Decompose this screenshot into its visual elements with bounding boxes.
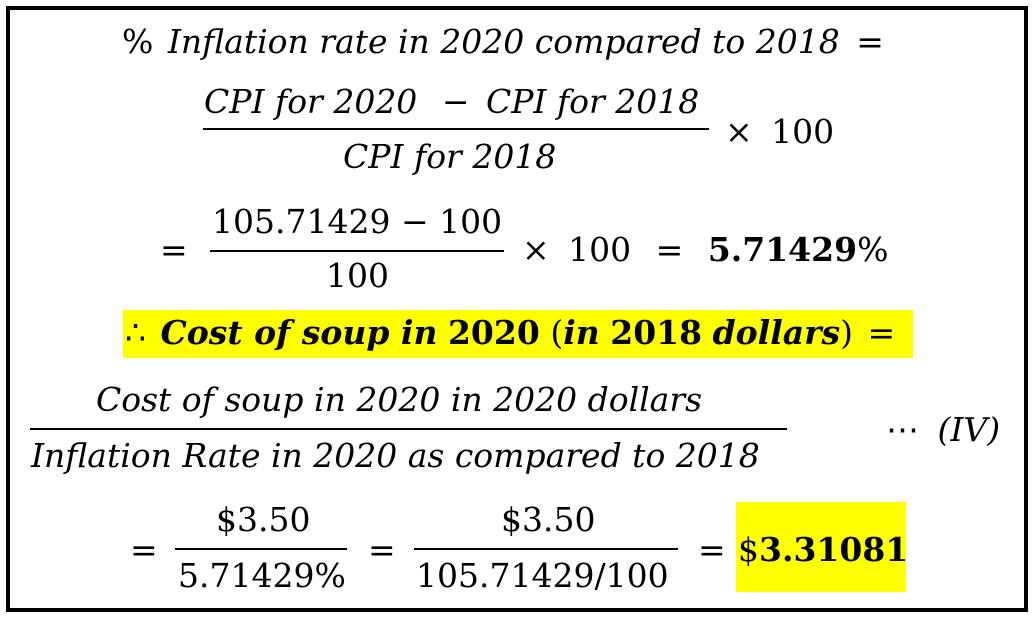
result-value: 3.31081 bbox=[759, 530, 909, 569]
inflation-rate-heading: % Inflation rate in 2020 compared to 201… bbox=[122, 22, 884, 61]
inflation-rate-text: Inflation rate in 2020 compared to 2018 bbox=[167, 22, 840, 61]
year-2020: 2020 bbox=[447, 313, 540, 352]
line3-numerator: 105.71429 − 100 bbox=[212, 202, 503, 241]
line3-fraction-bar bbox=[210, 250, 504, 252]
equals-sign: = bbox=[867, 313, 896, 352]
dollar-sign: $ bbox=[738, 530, 759, 569]
inflation-result: 5.71429 bbox=[707, 230, 858, 269]
cpi-fraction-bar bbox=[203, 128, 709, 130]
times-100: × 100 bbox=[725, 112, 834, 151]
cost-heading: ∴ Cost of soup in 2020 (in 2018 dollars)… bbox=[125, 313, 895, 352]
equation-number: (IV) bbox=[937, 410, 1001, 449]
paren-open: ( bbox=[550, 313, 564, 352]
equals-sign-1: = bbox=[130, 530, 158, 569]
equals-sign-3: = bbox=[698, 530, 726, 569]
hundred-value: 100 bbox=[568, 230, 632, 269]
percent-sign: % bbox=[857, 230, 889, 269]
cpi-denominator: CPI for 2018 bbox=[343, 137, 557, 176]
times-sign: × bbox=[522, 230, 550, 269]
line3-times-100: × 100 = 5.71429% bbox=[522, 230, 888, 269]
equals-sign-2: = bbox=[368, 530, 396, 569]
equals-sign-line3: = bbox=[160, 230, 188, 269]
result-highlight bbox=[736, 502, 906, 592]
formula-iv-label: ⋯ (IV) bbox=[886, 410, 1000, 449]
times-sign: × bbox=[725, 112, 753, 151]
fraction2-denominator: 105.71429/100 bbox=[416, 556, 669, 595]
in-text: in bbox=[563, 313, 600, 352]
paren-close: ) bbox=[840, 313, 853, 352]
final-result: $3.31081 bbox=[738, 530, 908, 569]
cpi-2018-term: CPI for 2018 bbox=[485, 82, 700, 121]
fraction2-bar bbox=[414, 548, 678, 550]
fraction2-numerator: $3.50 bbox=[501, 500, 596, 539]
cost-heading-highlight bbox=[123, 310, 913, 358]
cpi-numerator: CPI for 2020 − CPI for 2018 bbox=[204, 82, 699, 121]
percent-sign: % bbox=[122, 22, 154, 61]
fraction1-denominator: 5.71429% bbox=[178, 556, 346, 595]
formula-iv-fraction-bar bbox=[30, 428, 787, 430]
therefore-sign: ∴ bbox=[125, 313, 146, 352]
formula-iv-denominator: Inflation Rate in 2020 as compared to 20… bbox=[31, 436, 760, 475]
equals-sign: = bbox=[856, 22, 884, 61]
formula-iv-numerator: Cost of soup in 2020 in 2020 dollars bbox=[96, 380, 703, 419]
equation-frame bbox=[6, 6, 1028, 612]
hundred-value: 100 bbox=[771, 112, 835, 151]
equals-sign: = bbox=[655, 230, 684, 269]
cpi-2020-term: CPI for 2020 bbox=[204, 82, 418, 121]
ellipsis: ⋯ bbox=[886, 410, 919, 449]
fraction1-numerator: $3.50 bbox=[216, 500, 311, 539]
dollars-text: dollars bbox=[712, 313, 841, 352]
cost-text: Cost of soup in bbox=[160, 313, 438, 352]
year-2018: 2018 bbox=[610, 313, 703, 352]
fraction1-bar bbox=[175, 548, 347, 550]
line3-denominator: 100 bbox=[326, 256, 389, 295]
minus-sign: − bbox=[441, 82, 470, 121]
